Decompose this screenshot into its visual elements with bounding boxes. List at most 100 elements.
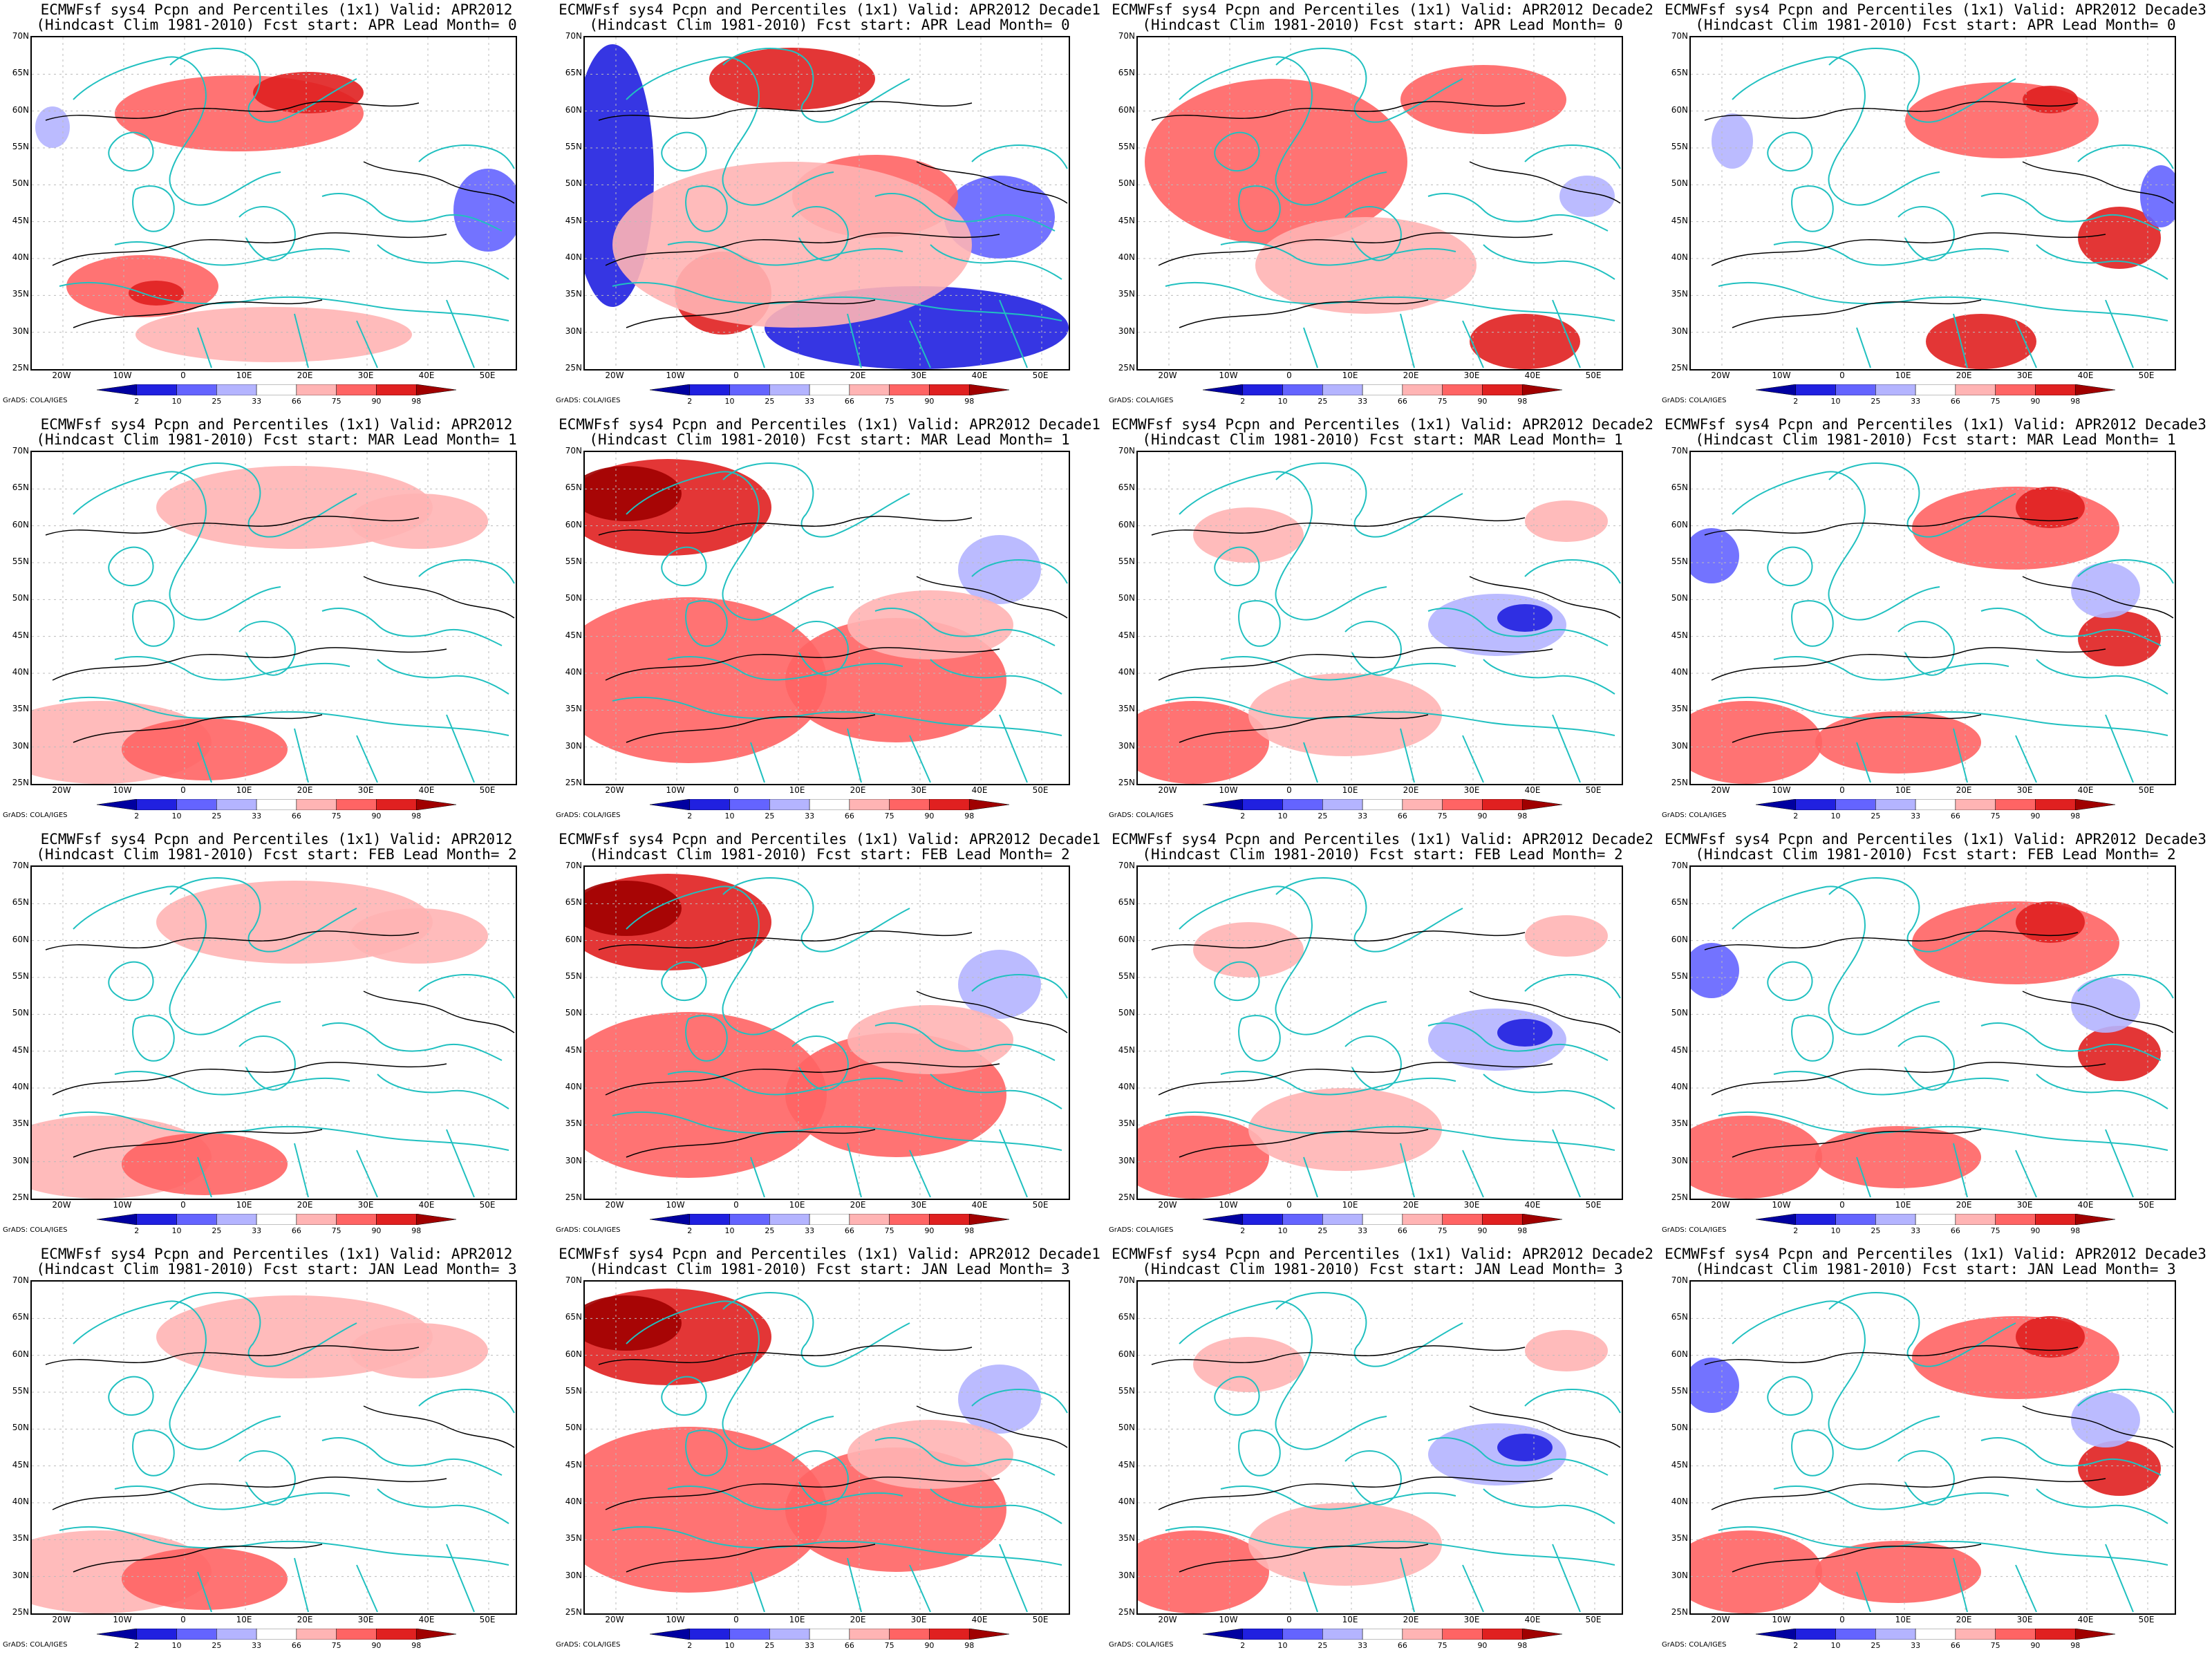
latitude-label: 45N: [12, 1044, 29, 1055]
latitude-label: 30N: [565, 1570, 582, 1580]
coastline: [909, 320, 931, 368]
anomaly-shading: [1138, 1530, 1269, 1613]
colorbar-level-label: 66: [1397, 397, 1407, 406]
map-svg: [585, 37, 1069, 369]
climatology-contour: [626, 1129, 876, 1158]
climatology-contour: [626, 299, 876, 328]
climatology-contour: [1711, 1477, 2106, 1510]
colorbar-level-label: 75: [1990, 1641, 2000, 1650]
latitude-label: 60N: [1118, 934, 1135, 944]
colorbar: 2 10 25 33 66 75 90 98: [1203, 1214, 1562, 1239]
coastline: [108, 961, 154, 1002]
panel-subtitle: (Hindcast Clim 1981-2010) Fcst start: MA…: [1142, 431, 1623, 448]
latitude-label: 45N: [565, 1044, 582, 1055]
anomaly-shading: [585, 1295, 682, 1351]
coastline: [1400, 728, 1415, 783]
colorbar-level-label: 90: [1477, 1641, 1488, 1650]
colorbar: 2 10 25 33 66 75 90 98: [97, 384, 456, 409]
colorbar-level-label: 2: [687, 812, 693, 821]
coastline: [1773, 656, 2009, 681]
coastline: [108, 131, 154, 172]
longitude-label: 10W: [666, 1615, 685, 1624]
map-panel: ECMWFsf sys4 Pcpn and Percentiles (1x1) …: [1106, 830, 1659, 1244]
colorbar-swatch: [1756, 1214, 1797, 1225]
coastline: [874, 608, 1056, 646]
colorbar-level-label: 33: [252, 397, 262, 406]
coastline: [685, 600, 728, 647]
latitude-label: 45N: [1671, 215, 1688, 225]
colorbar-level-label: 98: [411, 1226, 422, 1235]
latitude-label: 45N: [1671, 1044, 1688, 1055]
colorbar-swatch: [415, 799, 456, 810]
coastline: [1980, 193, 2162, 232]
coastline: [909, 735, 931, 783]
latitude-label: 65N: [1118, 68, 1135, 78]
coastline: [108, 546, 154, 587]
coastline: [971, 1389, 1068, 1414]
longitude-label: 20W: [52, 785, 71, 795]
grads-credit: GrADS: COLA/IGES: [556, 1226, 621, 1234]
latitude-label: 45N: [1118, 1044, 1135, 1055]
coastline: [73, 471, 281, 621]
colorbar: 2 10 25 33 66 75 90 98: [1756, 1214, 2115, 1239]
colorbar-swatch: [2074, 1214, 2115, 1225]
coastline: [2015, 1564, 2037, 1613]
latitude-label: 50N: [565, 1423, 582, 1433]
coastline: [1238, 1015, 1281, 1062]
climatology-contour: [52, 647, 447, 681]
longitude-label: 30E: [910, 1615, 927, 1624]
coastline: [930, 659, 1062, 695]
colorbar-level-label: 33: [805, 1226, 815, 1235]
colorbar-level-label: 90: [371, 397, 382, 406]
coastline: [418, 974, 515, 999]
map-area: [1136, 865, 1623, 1200]
colorbar-swatch: [849, 1629, 890, 1640]
climatology-contour: [1704, 516, 2079, 536]
colorbar-swatch: [849, 1214, 890, 1225]
latitude-label: 35N: [565, 1118, 582, 1129]
longitude-label: 20W: [1711, 371, 1730, 380]
coastline: [1165, 1526, 1615, 1566]
colorbar-swatch: [1995, 799, 2036, 810]
coastline: [1275, 462, 1463, 538]
latitude-label: 65N: [565, 68, 582, 78]
latitude-label: 55N: [565, 971, 582, 981]
climatology-contour: [598, 516, 973, 536]
latitude-label: 25N: [565, 1192, 582, 1202]
coastline: [1427, 1022, 1609, 1061]
coastline: [1718, 1526, 2168, 1566]
coastline: [722, 877, 910, 953]
coastline: [1179, 56, 1387, 206]
anomaly-shading: [1912, 487, 2119, 570]
colorbar-swatch: [1482, 1629, 1523, 1640]
colorbar-level-label: 33: [1358, 1641, 1368, 1650]
colorbar-level-label: 98: [964, 1226, 975, 1235]
latitude-label: 60N: [12, 1349, 29, 1359]
coastline: [169, 462, 357, 538]
colorbar-level-label: 90: [371, 812, 382, 821]
coastline: [1897, 621, 1955, 676]
coastline: [1214, 961, 1260, 1002]
colorbar-swatch: [216, 799, 257, 810]
latitude-label: 25N: [12, 1192, 29, 1202]
map-area: [583, 865, 1070, 1200]
colorbar-level-label: 33: [1911, 1226, 1921, 1235]
latitude-label: 30N: [1671, 1155, 1688, 1165]
coastline: [1767, 546, 1813, 587]
colorbar-swatch: [176, 1214, 217, 1225]
coastline: [667, 241, 903, 266]
colorbar-level-label: 10: [171, 1641, 182, 1650]
colorbar-swatch: [2035, 1214, 2076, 1225]
climatology-contour: [1711, 647, 2106, 681]
panel-subtitle: (Hindcast Clim 1981-2010) Fcst start: FE…: [1695, 846, 2176, 863]
anomaly-shading: [1525, 915, 1608, 957]
colorbar-swatch: [1995, 1214, 2036, 1225]
latitude-label: 50N: [1118, 1423, 1135, 1433]
colorbar-swatch: [1362, 799, 1403, 810]
climatology-contour: [1469, 991, 1621, 1033]
longitude-label: 20E: [1403, 1200, 1419, 1210]
colorbar-level-label: 25: [212, 1641, 222, 1650]
latitude-label: 70N: [1118, 861, 1135, 870]
panel-subtitle: (Hindcast Clim 1981-2010) Fcst start: AP…: [589, 17, 1070, 33]
coastline: [722, 462, 910, 538]
